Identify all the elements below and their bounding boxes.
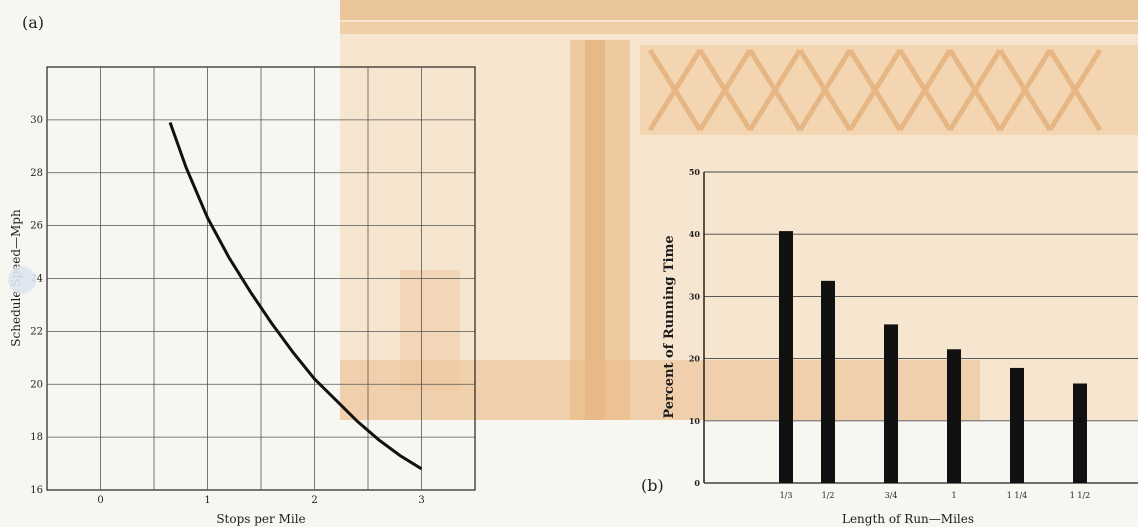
chart-b-x-axis-label: Length of Run—Miles (842, 512, 974, 526)
chart-a-y-tick-label: 16 (30, 485, 43, 496)
chart-b-bar (947, 349, 962, 483)
chart-b-y-tick-label: 40 (689, 229, 701, 239)
chart-b-run-length-vs-running-time: 0 10 20 30 40 50 1/3 1/2 3/4 1 1 1/4 1 1/2 (b) Len… (641, 167, 1138, 526)
chart-b-y-tick-label: 10 (689, 416, 701, 426)
chart-b-y-tick-label: 30 (689, 291, 701, 301)
chart-b-bar (1010, 367, 1025, 483)
chart-a-x-axis-label: Stops per Mile (216, 512, 305, 526)
chart-b-x-tick-label: 1 1/4 (1007, 491, 1028, 500)
chart-a-y-tick-label: 20 (30, 379, 43, 390)
chart-b-y-tick-label: 50 (689, 167, 701, 177)
chart-a-y-tick-label: 26 (30, 221, 43, 232)
panel-label-a: (a) (22, 13, 44, 32)
chart-b-grid (704, 171, 1138, 484)
chart-a-stops-vs-speed: (a) 16 18 20 22 24 26 28 30 0 1 2 3 Stops per Mile… (8, 13, 476, 526)
chart-a-x-tick-label: 1 (204, 495, 210, 506)
chart-a-y-tick-label: 22 (30, 326, 43, 337)
chart-b-x-tick-label: 1/3 (780, 491, 793, 500)
chart-b-y-axis-label: Percent of Running Time (662, 235, 677, 418)
chart-b-x-tick-label: 1/2 (822, 491, 835, 500)
chart-b-x-ticks: 1/3 1/2 3/4 1 1 1/4 1 1/2 (780, 491, 1091, 500)
chart-a-y-tick-label: 28 (30, 168, 43, 179)
panel-label-b: (b) (641, 476, 664, 495)
overlay-dot (8, 266, 36, 294)
chart-b-bar (1073, 383, 1087, 483)
chart-b-y-tick-label: 0 (694, 478, 700, 488)
chart-b-y-tick-label: 20 (689, 354, 701, 364)
chart-a-series-line (168, 121, 423, 471)
chart-a-y-tick-label: 18 (30, 432, 43, 443)
chart-b-x-tick-label: 1 (951, 491, 956, 500)
chart-b-x-tick-label: 1 1/2 (1070, 491, 1091, 500)
chart-a-x-tick-label: 0 (97, 495, 103, 506)
chart-a-grid (47, 67, 475, 490)
chart-b-bar (884, 324, 899, 483)
chart-a-y-ticks: 16 18 20 22 24 26 28 30 (30, 115, 43, 496)
chart-a-x-tick-label: 3 (418, 495, 424, 506)
chart-a-y-tick-label: 24 (30, 274, 43, 285)
chart-a-x-ticks: 0 1 2 3 (97, 495, 424, 506)
chart-b-y-ticks: 0 10 20 30 40 50 (689, 167, 701, 488)
chart-b-bar (821, 280, 836, 483)
chart-a-x-tick-label: 2 (311, 495, 317, 506)
chart-b-bar (779, 231, 793, 483)
chart-b-x-tick-label: 3/4 (885, 491, 898, 500)
chart-a-y-tick-label: 30 (30, 115, 43, 126)
chart-b-bars (779, 231, 1087, 483)
